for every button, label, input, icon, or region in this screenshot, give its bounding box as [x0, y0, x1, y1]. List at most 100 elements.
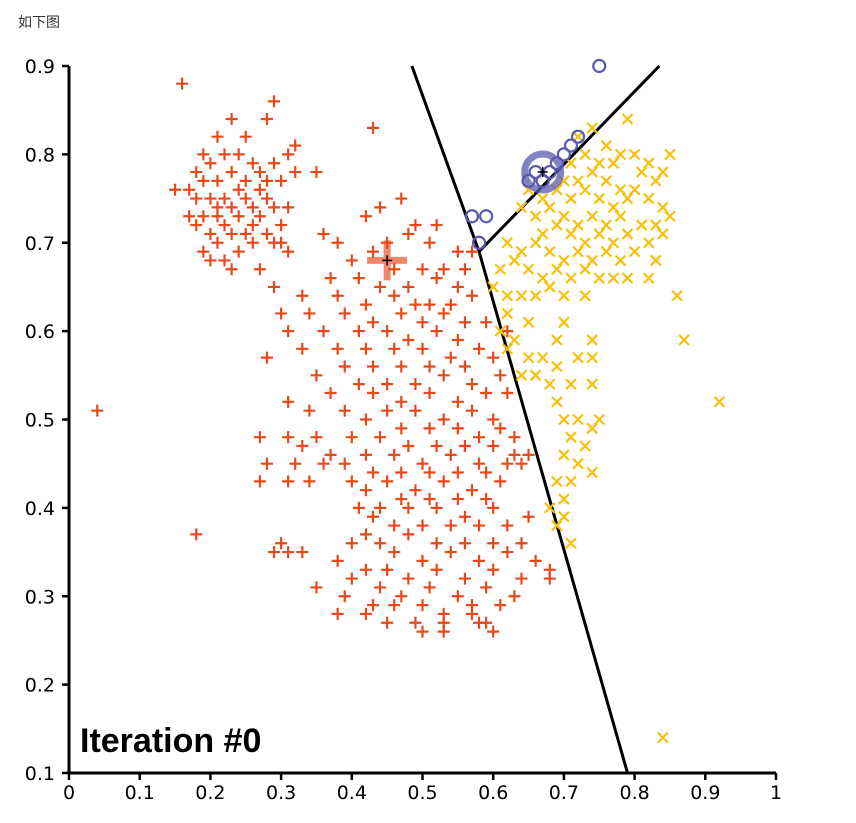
point-cluster_b	[501, 236, 514, 249]
point-cluster_a	[225, 166, 238, 179]
point-cluster_b	[529, 236, 542, 249]
point-cluster_a	[487, 413, 500, 426]
point-cluster_a	[430, 440, 443, 453]
point-cluster_a	[204, 192, 217, 205]
point-cluster_a	[480, 581, 493, 594]
point-cluster_a	[465, 484, 478, 497]
point-cluster_b	[607, 157, 620, 169]
point-cluster_a	[543, 572, 556, 585]
point-cluster_b	[614, 254, 627, 267]
point-cluster_a	[282, 201, 295, 214]
point-cluster_b	[600, 219, 613, 231]
point-cluster_a	[268, 95, 281, 108]
point-cluster_a	[246, 219, 259, 232]
point-cluster_b	[558, 493, 570, 505]
point-cluster_a	[494, 599, 507, 612]
point-cluster_a	[395, 395, 408, 408]
point-cluster_a	[402, 440, 415, 453]
point-cluster_a	[416, 625, 429, 638]
point-cluster_a	[430, 325, 443, 338]
point-cluster_a	[465, 289, 478, 302]
point-cluster_b	[650, 219, 662, 231]
point-cluster_a	[303, 475, 316, 488]
point-cluster_a	[465, 378, 478, 391]
point-cluster_b	[642, 157, 655, 169]
point-cluster_b	[621, 192, 634, 205]
point-cluster_a	[197, 148, 210, 161]
point-cluster_a	[190, 192, 203, 205]
point-cluster_b	[515, 201, 528, 214]
point-cluster_a	[225, 227, 238, 240]
point-cluster_a	[232, 245, 245, 258]
point-cluster_a	[253, 166, 266, 179]
point-cluster_b	[586, 166, 598, 178]
centroid-cluster-a-center	[382, 255, 393, 266]
point-cluster_a	[232, 210, 245, 223]
point-cluster_a	[260, 192, 273, 205]
point-cluster_a	[352, 378, 365, 391]
x-tick-label: 1	[770, 782, 782, 804]
point-cluster_b	[501, 289, 514, 302]
point-cluster_a	[303, 307, 316, 320]
point-cluster_a	[282, 431, 295, 444]
point-cluster_a	[246, 236, 259, 249]
point-cluster_b	[621, 113, 634, 125]
point-cluster_b	[586, 351, 598, 364]
point-cluster_a	[367, 510, 380, 523]
point-cluster_a	[416, 342, 429, 355]
point-cluster_a	[218, 192, 231, 205]
point-cluster_a	[289, 457, 302, 470]
point-cluster_a	[423, 493, 436, 506]
point-cluster_a	[260, 351, 273, 364]
point-cluster_a	[190, 528, 203, 541]
point-cluster_a	[437, 413, 450, 426]
point-cluster_a	[275, 307, 288, 320]
point-cluster_a	[367, 316, 380, 329]
x-tick-label: 0.1	[125, 782, 155, 804]
point-cluster_b	[593, 192, 606, 205]
point-cluster_a	[282, 245, 295, 258]
point-cluster_a	[522, 448, 535, 461]
point-cluster_a	[444, 519, 457, 532]
point-cluster_a	[473, 616, 486, 629]
point-cluster_b	[635, 166, 648, 178]
point-cluster_a	[367, 386, 380, 399]
point-cluster_a	[451, 333, 464, 346]
point-cluster_a	[338, 404, 351, 417]
point-cluster_b	[558, 316, 570, 329]
y-tick-label: 0.7	[25, 233, 55, 255]
point-cluster_a	[197, 210, 210, 223]
point-cluster_b	[607, 236, 620, 249]
point-cluster_b	[572, 351, 584, 364]
point-cluster_a	[423, 422, 436, 435]
centroid-cluster-c	[521, 150, 565, 194]
y-tick-label: 0.9	[25, 56, 55, 78]
point-cluster_a	[310, 431, 323, 444]
point-cluster_b	[657, 201, 669, 214]
point-cluster_a	[458, 537, 471, 550]
iteration-label: Iteration #0	[80, 722, 261, 760]
point-cluster_a	[253, 263, 266, 276]
x-tick-label: 0	[63, 782, 75, 804]
point-cluster_a	[451, 245, 464, 258]
point-cluster_a	[395, 307, 408, 320]
point-cluster_a	[211, 210, 224, 223]
point-cluster_c	[479, 209, 494, 224]
point-cluster_a	[395, 360, 408, 373]
point-cluster_a	[522, 510, 535, 523]
point-cluster_b	[642, 192, 655, 205]
point-cluster_a	[359, 528, 372, 541]
point-cluster_b	[551, 334, 563, 346]
point-cluster_b	[586, 122, 598, 134]
point-cluster_a	[381, 378, 394, 391]
point-cluster_c	[464, 209, 480, 224]
point-cluster_a	[190, 219, 203, 232]
y-tick-label: 0.5	[25, 410, 55, 432]
point-cluster_a	[423, 298, 436, 311]
point-cluster_a	[197, 174, 210, 187]
point-cluster_b	[600, 245, 613, 258]
point-cluster_a	[473, 457, 486, 470]
point-cluster_a	[437, 263, 450, 276]
point-cluster_b	[494, 325, 507, 337]
